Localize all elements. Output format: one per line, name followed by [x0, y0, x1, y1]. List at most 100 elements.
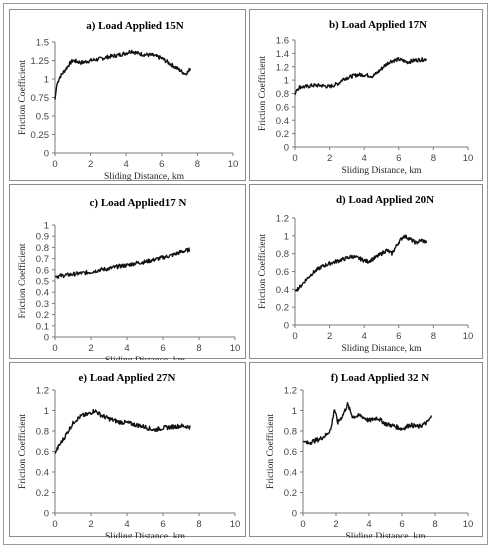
y-tick-label: 0.2 [284, 488, 297, 499]
x-tick-label: 6 [160, 343, 165, 354]
chart-title: d) Load Applied 20N [336, 194, 434, 206]
y-tick-label: 1 [44, 221, 49, 232]
x-tick-label: 8 [196, 343, 201, 354]
x-tick-label: 6 [160, 519, 165, 530]
y-tick-label: 0.8 [284, 427, 297, 438]
y-tick-label: 1 [284, 76, 289, 87]
x-tick-label: 4 [124, 159, 129, 170]
chart-title: b) Load Applied 17N [329, 19, 427, 31]
x-tick-label: 2 [327, 331, 332, 342]
y-tick-label: 0 [44, 149, 49, 160]
x-axis-label: Sliding Distance, km [105, 532, 186, 538]
chart-svg-b: b) Load Applied 17N 0 0.2 0.4 0.6 0.8 1 1.2 1.4 1… [257, 19, 474, 176]
x-tick-label: 10 [230, 343, 241, 354]
data-series-line [294, 56, 428, 96]
x-tick-label: 8 [431, 331, 436, 342]
chart-svg-f: f) Load Applied 32 N 0 0.2 0.4 0.6 0.8 1 1.2 0 2 4… [265, 372, 474, 538]
y-tick-label: 0.2 [36, 488, 49, 499]
x-tick-label: 6 [159, 159, 164, 170]
y-tick-label: 0 [292, 509, 297, 520]
y-tick-label: 1.2 [36, 386, 49, 397]
data-series-line [302, 401, 433, 445]
x-tick-label: 4 [362, 153, 367, 164]
data-series-line [294, 234, 428, 292]
y-tick-label: 0.5 [36, 277, 49, 288]
x-axis-label: Sliding Distance, km [105, 356, 186, 360]
x-tick-label: 8 [195, 159, 200, 170]
y-tick-label: 0.7 [36, 254, 49, 265]
y-axis-label: Friction Coefficient [265, 414, 276, 489]
y-tick-label: 0.8 [276, 249, 289, 260]
y-tick-label: 1.25 [31, 56, 50, 67]
y-tick-label: 1.4 [276, 49, 289, 60]
x-tick-label: 10 [463, 519, 474, 530]
y-tick-label: 0.75 [31, 93, 50, 104]
y-tick-label: 0.1 [36, 321, 49, 332]
x-tick-label: 0 [300, 519, 305, 530]
y-tick-label: 0.4 [284, 468, 297, 479]
y-tick-label: 0.8 [36, 427, 49, 438]
x-tick-label: 6 [396, 331, 401, 342]
y-tick-label: 0.4 [36, 288, 49, 299]
y-tick-label: 1 [44, 406, 49, 417]
x-tick-label: 8 [432, 519, 437, 530]
x-tick-label: 0 [292, 331, 297, 342]
y-tick-label: 1 [44, 75, 49, 86]
y-tick-label: 0 [284, 321, 289, 332]
x-axis-label: Sliding Distance, km [104, 172, 185, 182]
y-axis-label: Friction Coefficient [17, 60, 28, 135]
data-series-line [54, 247, 191, 279]
y-tick-label: 0.8 [276, 89, 289, 100]
y-tick-label: 0.3 [36, 299, 49, 310]
y-tick-label: 1.2 [276, 62, 289, 73]
y-tick-label: 0 [284, 143, 289, 154]
y-tick-label: 0.4 [276, 285, 289, 296]
y-tick-label: 1.6 [276, 36, 289, 47]
chart-svg-e: e) Load Applied 27N 0 0.2 0.4 0.6 0.8 1 1.2 0 2 4 6… [17, 372, 240, 538]
y-axis-label: Friction Coefficient [17, 414, 28, 489]
x-tick-label: 8 [196, 519, 201, 530]
x-tick-label: 0 [52, 519, 57, 530]
chart-title: c) Load Applied17 N [90, 197, 187, 209]
y-tick-label: 0 [44, 509, 49, 520]
x-tick-label: 4 [124, 343, 129, 354]
y-tick-label: 0.8 [36, 243, 49, 254]
chart-svg-c: c) Load Applied17 N00.10.20.30.40.50.60.… [17, 197, 241, 360]
y-tick-label: 0.9 [36, 232, 49, 243]
x-tick-label: 2 [88, 343, 93, 354]
x-axis-label: Sliding Distance, km [342, 344, 423, 354]
chart-title: f) Load Applied 32 N [331, 372, 429, 384]
y-tick-label: 1 [292, 406, 297, 417]
x-tick-label: 4 [362, 331, 367, 342]
chart-panel-f: f) Load Applied 32 N 0 0.2 0.4 0.6 0.8 1 1.2 0 2 4… [249, 362, 483, 538]
chart-panel-d: d) Load Applied 20N 0 0.2 0.4 0.6 0.8 1 1.2 0 2 4 6… [249, 184, 483, 359]
y-tick-label: 0.6 [276, 102, 289, 113]
x-tick-label: 10 [463, 331, 474, 342]
x-axis-label: Sliding Distance, km [346, 532, 427, 538]
y-tick-label: 0.2 [36, 310, 49, 321]
y-tick-label: 0.4 [276, 116, 289, 127]
x-tick-label: 10 [463, 153, 474, 164]
chart-title: e) Load Applied 27N [79, 372, 176, 384]
y-tick-label: 0.6 [276, 267, 289, 278]
chart-panel-c: c) Load Applied17 N 0 0.1 0.2 0.3 0.4 0.5 0.6 0.… [9, 184, 246, 360]
x-tick-label: 2 [88, 519, 93, 530]
x-tick-label: 0 [292, 153, 297, 164]
x-tick-label: 6 [399, 519, 404, 530]
y-tick-label: 1.2 [276, 214, 289, 225]
x-tick-label: 0 [52, 159, 57, 170]
y-tick-label: 0.25 [31, 130, 50, 141]
y-tick-label: 0.6 [36, 265, 49, 276]
y-tick-label: 1.2 [284, 386, 297, 397]
data-series-line [54, 408, 191, 454]
y-tick-label: 0.6 [284, 447, 297, 458]
x-tick-label: 2 [88, 159, 93, 170]
y-axis-label: Friction Coefficient [257, 56, 268, 131]
x-tick-label: 4 [124, 519, 129, 530]
y-tick-label: 0.2 [276, 303, 289, 314]
x-tick-label: 2 [333, 519, 338, 530]
chart-panel-a: a) Load Applied 15N 0 0.25 0.5 0.75 1 1.25 1.5 0… [9, 9, 246, 182]
y-tick-label: 1 [284, 231, 289, 242]
chart-svg-d: d) Load Applied 20N 0 0.2 0.4 0.6 0.8 1 1.2 0 2 4 6… [257, 194, 474, 354]
figure-frame: a) Load Applied 15N 0 0.25 0.5 0.75 1 1.25 1.5 0… [3, 3, 488, 545]
